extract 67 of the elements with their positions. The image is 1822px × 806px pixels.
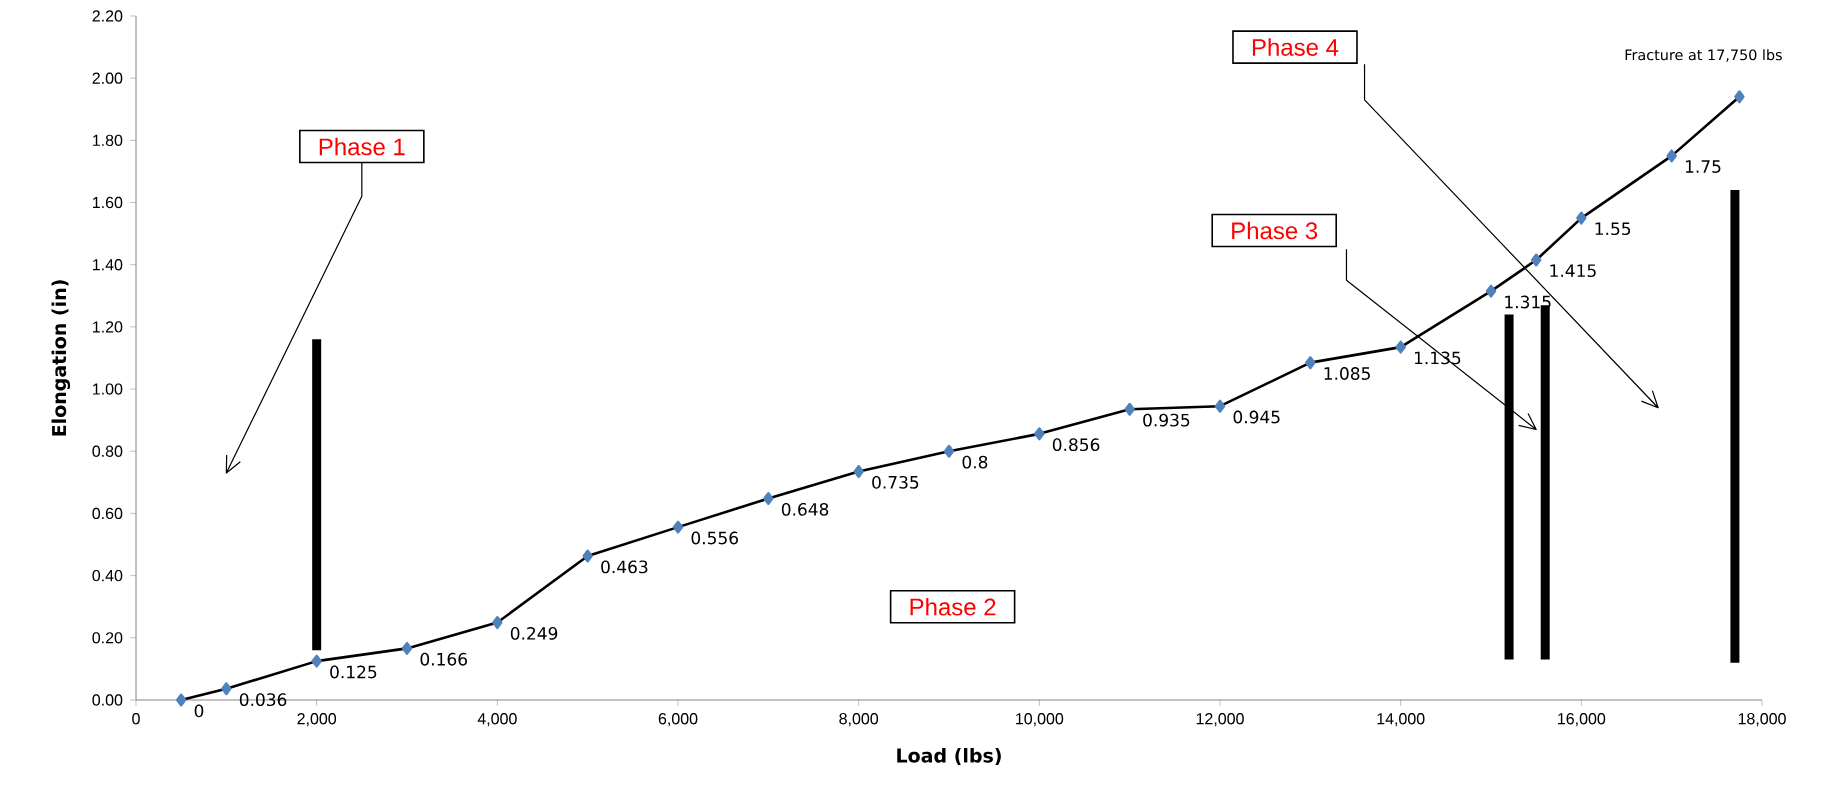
- point: [401, 641, 413, 655]
- y-tick-label: 1.60: [93, 196, 123, 209]
- data-label: 0.125: [330, 665, 377, 679]
- annotation: Phase 2: [910, 597, 996, 616]
- point: [853, 464, 864, 478]
- data-label: 1.75: [1685, 160, 1721, 173]
- annotation: Phase 1: [319, 137, 405, 156]
- point: [672, 520, 684, 534]
- annotation: Phase 4: [1252, 38, 1339, 56]
- data-label: 0.463: [601, 560, 648, 574]
- point: [1530, 253, 1542, 267]
- x-tick-label: 6,000: [658, 713, 698, 727]
- data-label: 1.415: [1550, 264, 1596, 278]
- data-label: 0.556: [691, 531, 738, 545]
- point: [221, 682, 232, 696]
- x-tick-label: 10,000: [1016, 713, 1064, 727]
- data-label: 1.085: [1324, 367, 1370, 380]
- y-tick-label: 1.80: [93, 134, 123, 147]
- x-axis-title: Load (lbs): [897, 748, 1001, 765]
- point: [943, 444, 955, 458]
- x-tick-label: 12,000: [1196, 713, 1244, 727]
- x-tick-label: 14,000: [1377, 713, 1425, 727]
- annotation: Phase 3: [1232, 221, 1318, 240]
- y-tick-label: 1.00: [93, 383, 123, 395]
- data-label: 0.935: [1143, 413, 1190, 427]
- y-tick-label: 0.20: [92, 632, 123, 644]
- point: [175, 693, 187, 707]
- y-tick-label: 0.60: [92, 507, 123, 520]
- data-label: 0.735: [872, 475, 919, 489]
- x-tick-label: 2,000: [297, 713, 337, 727]
- point: [1395, 340, 1406, 354]
- data-label: 0.249: [510, 626, 558, 640]
- data-label: 0.8: [962, 455, 988, 469]
- y-tick-label: 0.00: [92, 694, 123, 706]
- x-tick-label: 18,000: [1738, 713, 1786, 727]
- data-label: 1.55: [1595, 222, 1631, 236]
- data-label: 0.945: [1233, 410, 1280, 424]
- data-label: 0.036: [239, 693, 287, 707]
- point: [492, 616, 503, 630]
- y-tick-label: 1.20: [93, 321, 123, 333]
- y-tick-label: 1.40: [93, 259, 123, 271]
- y-tick-label: 0.80: [92, 445, 123, 457]
- x-tick-label: 16,000: [1558, 713, 1606, 727]
- point: [1124, 402, 1135, 416]
- data-label: 1.315: [1505, 295, 1551, 309]
- y-tick-label: 0.40: [92, 569, 123, 582]
- point: [582, 549, 593, 563]
- data-label: 0.856: [1052, 438, 1100, 452]
- point: [1485, 284, 1497, 298]
- point: [1576, 211, 1587, 225]
- annotation: Fracture at 17,750 lbs: [1625, 49, 1782, 62]
- x-tick-label: 4,000: [477, 713, 517, 727]
- y-axis-title: Elongation (in): [51, 280, 71, 436]
- point: [311, 654, 322, 668]
- y-tick-label: 2.00: [92, 72, 123, 84]
- point: [1305, 356, 1316, 370]
- point: [1034, 427, 1045, 441]
- point: [1214, 399, 1226, 413]
- data-label: 0: [194, 704, 204, 718]
- point: [763, 492, 774, 506]
- y-tick-label: 2.20: [92, 10, 123, 22]
- x-tick-label: 0: [132, 713, 140, 725]
- data-label: 0.648: [781, 502, 829, 516]
- x-tick-label: 8,000: [839, 713, 879, 727]
- point: [1666, 149, 1677, 163]
- point: [1734, 90, 1745, 104]
- data-label: 0.166: [420, 652, 467, 666]
